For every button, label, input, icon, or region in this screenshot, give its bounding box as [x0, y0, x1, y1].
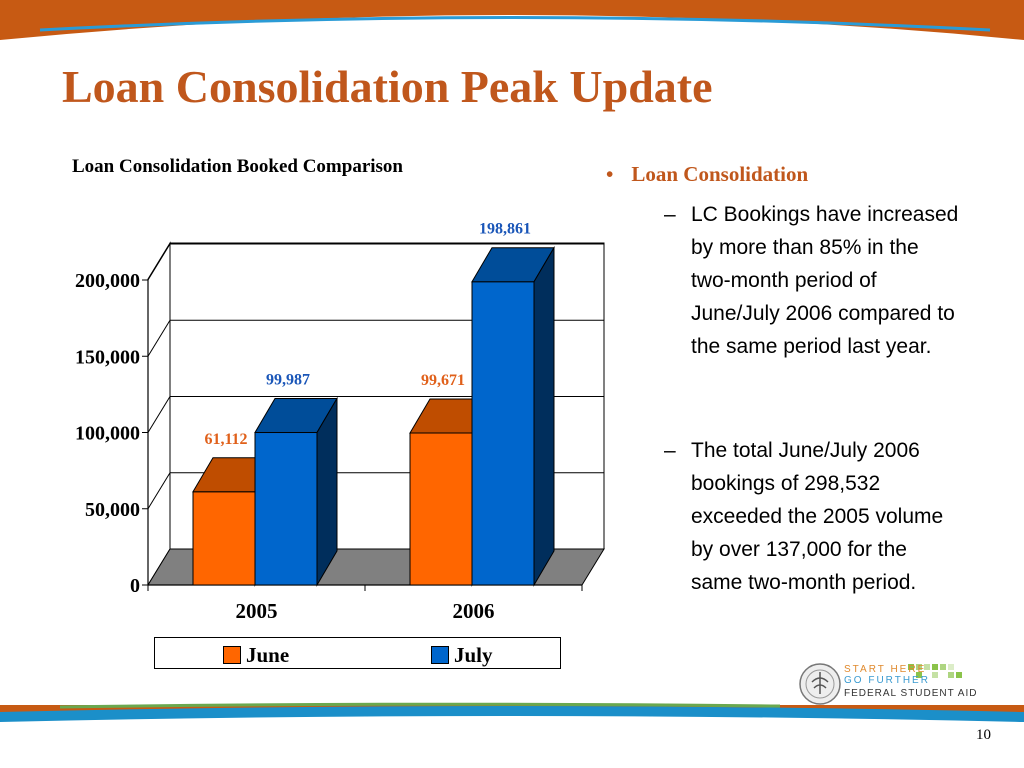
- legend-label-june: June: [246, 643, 290, 667]
- bar-july-2006: [471, 281, 535, 586]
- dash-icon: –: [664, 203, 676, 226]
- x-tick-label-2006: 2006: [453, 599, 495, 623]
- y-tick-label: 100,000: [75, 423, 140, 445]
- sub-bullet-text: LC Bookings have increased by more than …: [691, 203, 959, 358]
- sub-bullet-2: – The total June/July 2006 bookings of 2…: [664, 434, 964, 599]
- gridline-side: [147, 396, 171, 433]
- legend-label-july: July: [454, 643, 493, 667]
- logo-squares: [908, 664, 962, 678]
- bar-side-july-2005: [316, 396, 338, 587]
- logo-line-2: GO FURTHER: [844, 675, 930, 686]
- data-label-july-2006: 198,861: [479, 221, 531, 238]
- bullet-heading: • Loan Consolidation: [606, 162, 808, 187]
- bar-july-2005: [254, 432, 318, 586]
- logo-line-1: START HERE: [844, 664, 927, 675]
- data-label-july-2005: 99,987: [266, 372, 310, 389]
- chart-legend: June July: [154, 637, 561, 669]
- chart-title: Loan Consolidation Booked Comparison: [72, 156, 403, 177]
- gridline-side: [147, 319, 171, 357]
- dash-icon: –: [664, 439, 676, 462]
- legend-item-june: June: [223, 643, 289, 668]
- x-tick-label-2005: 2005: [236, 599, 278, 623]
- sub-bullet-1: – LC Bookings have increased by more tha…: [664, 198, 964, 363]
- y-tick-label: 50,000: [85, 499, 140, 521]
- bar-june-2006: [409, 432, 473, 586]
- gridline-side: [147, 243, 171, 281]
- page-number: 10: [976, 727, 991, 743]
- bar-side-july-2006: [533, 245, 555, 587]
- bar-june-2005: [192, 491, 256, 586]
- data-label-june-2005: 61,112: [204, 431, 247, 448]
- legend-swatch-june: [223, 646, 241, 664]
- bullet-dot-icon: •: [606, 162, 614, 186]
- data-label-june-2006: 99,671: [421, 372, 465, 389]
- slide-title: Loan Consolidation Peak Update: [62, 61, 713, 112]
- legend-swatch-july: [431, 646, 449, 664]
- sub-bullet-text: The total June/July 2006 bookings of 298…: [691, 439, 944, 594]
- gridline-side: [147, 472, 171, 510]
- bullet-heading-text: Loan Consolidation: [631, 162, 809, 186]
- logo-line-3: FEDERAL STUDENT AID: [844, 688, 978, 699]
- y-tick-label: 200,000: [75, 270, 140, 292]
- logo-graphic: [799, 663, 962, 705]
- top-wave: [0, 15, 1024, 62]
- legend-item-july: July: [431, 643, 493, 668]
- bottom-wave-white: [0, 716, 1024, 768]
- bottom-green-line: [59, 702, 781, 709]
- federal-student-aid-logo: START HERE GO FURTHER FEDERAL STUDENT AI…: [798, 660, 998, 708]
- y-tick-label: 0: [130, 575, 140, 597]
- y-tick-label: 150,000: [75, 346, 140, 368]
- top-wave-line: [39, 16, 991, 32]
